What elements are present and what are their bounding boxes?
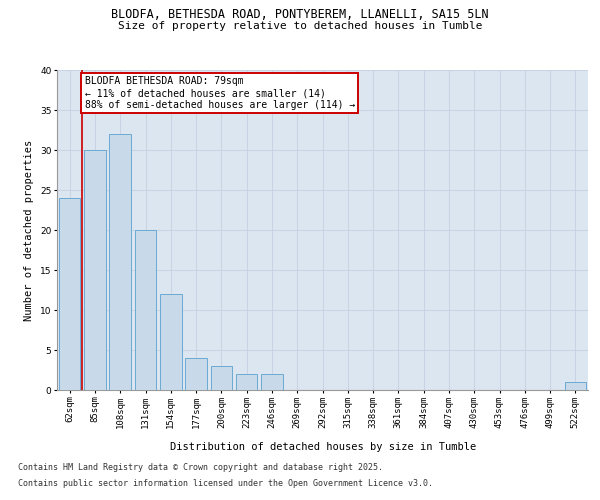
Bar — [84, 150, 106, 390]
Text: BLODFA BETHESDA ROAD: 79sqm
← 11% of detached houses are smaller (14)
88% of sem: BLODFA BETHESDA ROAD: 79sqm ← 11% of det… — [85, 76, 355, 110]
Text: Distribution of detached houses by size in Tumble: Distribution of detached houses by size … — [170, 442, 476, 452]
Bar — [565, 382, 586, 390]
Text: BLODFA, BETHESDA ROAD, PONTYBEREM, LLANELLI, SA15 5LN: BLODFA, BETHESDA ROAD, PONTYBEREM, LLANE… — [111, 8, 489, 20]
Bar — [185, 358, 207, 390]
Bar — [135, 230, 156, 390]
Bar — [261, 374, 283, 390]
Text: Size of property relative to detached houses in Tumble: Size of property relative to detached ho… — [118, 21, 482, 31]
Bar — [109, 134, 131, 390]
Y-axis label: Number of detached properties: Number of detached properties — [25, 140, 34, 320]
Bar — [59, 198, 80, 390]
Text: Contains public sector information licensed under the Open Government Licence v3: Contains public sector information licen… — [18, 478, 433, 488]
Bar — [236, 374, 257, 390]
Bar — [211, 366, 232, 390]
Text: Contains HM Land Registry data © Crown copyright and database right 2025.: Contains HM Land Registry data © Crown c… — [18, 464, 383, 472]
Bar — [160, 294, 182, 390]
